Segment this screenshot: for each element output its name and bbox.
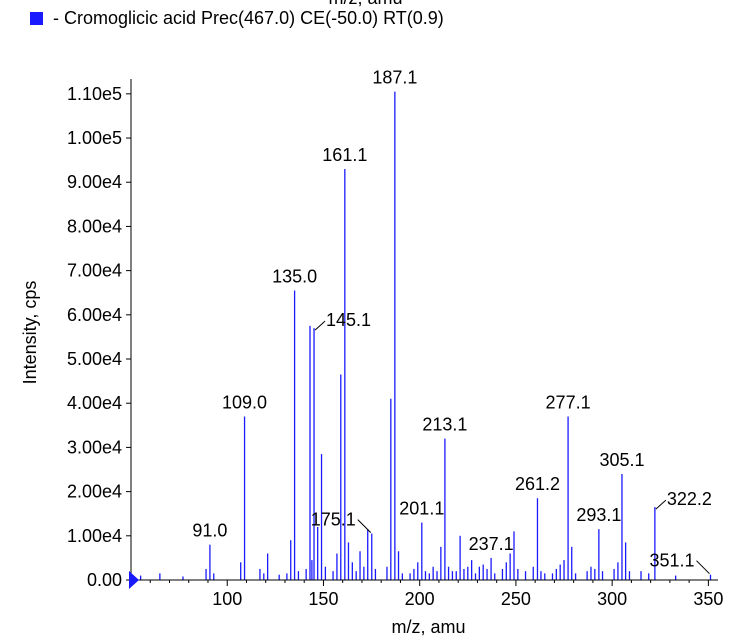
peak-label: 187.1	[372, 68, 417, 88]
y-tick-label: 0.00	[87, 570, 122, 590]
y-tick-label: 6.00e4	[67, 305, 122, 325]
x-tick-label: 200	[405, 589, 435, 609]
y-tick-label: 7.00e4	[67, 261, 122, 281]
y-tick-label: 5.00e4	[67, 349, 122, 369]
x-tick-label: 250	[501, 589, 531, 609]
peaks	[139, 91, 712, 580]
peak-label: 175.1	[311, 510, 356, 530]
y-axis-ticks: 0.00 1.00e4 2.00e4 3.00e4 4.00e4 5.00e4 6.00e4…	[67, 84, 131, 590]
legend: - Cromoglicic acid Prec(467.0) CE(-50.0)…	[30, 8, 444, 29]
label-callout	[357, 519, 372, 533]
x-tick-label: 150	[308, 589, 338, 609]
peak-label: 161.1	[322, 145, 367, 165]
peak-label: 91.0	[192, 521, 227, 541]
peak-labels: 91.0 109.0 135.0 145.1 161.1 175.1 187.1 201.1 2…	[192, 68, 712, 575]
peak-label: 277.1	[546, 392, 591, 412]
x-axis-title: m/z, amu	[391, 617, 465, 637]
peak-label: 293.1	[576, 505, 621, 525]
label-callout	[655, 499, 667, 510]
y-tick-label: 4.00e4	[67, 393, 122, 413]
y-tick-label: 9.00e4	[67, 172, 122, 192]
y-tick-label: 2.00e4	[67, 482, 122, 502]
peak-label: 237.1	[469, 534, 514, 554]
peak-label: 135.0	[272, 267, 317, 287]
y-tick-label: 3.00e4	[67, 437, 122, 457]
y-axis-title: Intensity, cps	[20, 281, 40, 385]
label-callout	[696, 560, 710, 575]
y-tick-label: 8.00e4	[67, 216, 122, 236]
baseline-marker-triangle[interactable]	[129, 571, 139, 589]
y-tick-label: 1.00e4	[67, 526, 122, 546]
x-axis-ticks: 100 150 200 250 300 350	[149, 580, 723, 609]
top-axis-label-clipped: m/z, amu	[0, 0, 731, 9]
peak-label: 213.1	[422, 415, 467, 435]
peak-label: 145.1	[326, 310, 371, 330]
y-tick-label: 1.00e5	[67, 128, 122, 148]
peak-label: 322.2	[667, 489, 712, 509]
legend-label: - Cromoglicic acid Prec(467.0) CE(-50.0)…	[53, 8, 444, 28]
peak-label: 201.1	[399, 499, 444, 519]
peak-label: 109.0	[222, 392, 267, 412]
peak-label: 261.2	[515, 474, 560, 494]
peak-label: 305.1	[599, 450, 644, 470]
legend-swatch	[30, 12, 43, 25]
x-tick-label: 100	[212, 589, 242, 609]
x-tick-label: 300	[597, 589, 627, 609]
y-tick-label: 1.10e5	[67, 84, 122, 104]
label-callout	[314, 320, 326, 331]
x-tick-label: 350	[693, 589, 723, 609]
peak-label: 351.1	[649, 551, 694, 571]
